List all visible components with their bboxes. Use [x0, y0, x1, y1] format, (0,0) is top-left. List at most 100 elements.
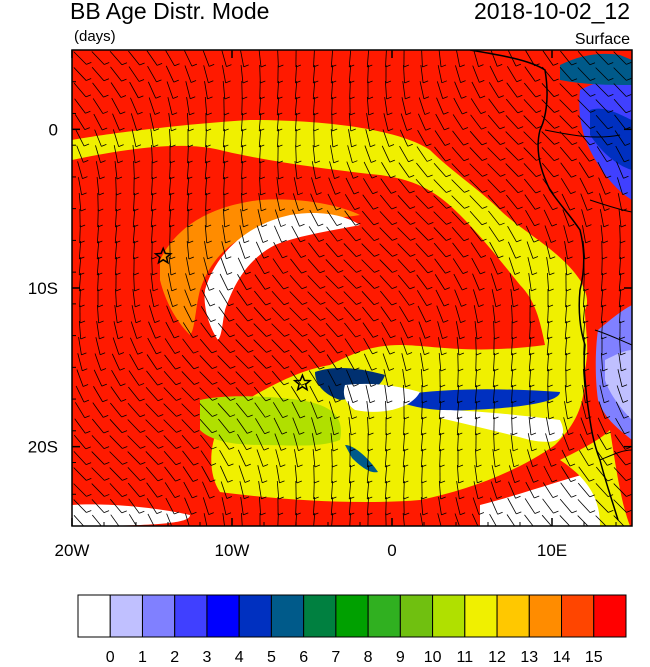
wind-barb	[291, 225, 306, 243]
wind-barb	[222, 225, 231, 244]
wind-barb	[145, 403, 164, 417]
wind-barb	[241, 80, 248, 100]
wind-barb	[254, 274, 271, 290]
wind-barb	[545, 417, 555, 436]
y-tick-label: 10S	[28, 279, 58, 298]
wind-barb	[577, 50, 596, 66]
wind-barb	[222, 208, 230, 228]
wind-barb	[346, 385, 358, 403]
wind-barb	[109, 467, 128, 481]
wind-barb	[167, 289, 178, 307]
wind-barb	[564, 241, 573, 260]
wind-barb	[272, 402, 288, 419]
wind-barb	[581, 401, 592, 420]
wind-barb	[510, 352, 517, 372]
wind-barb	[415, 179, 434, 194]
wind-barb	[109, 483, 128, 497]
wind-barb	[383, 113, 394, 132]
wind-barb	[221, 241, 232, 260]
wind-barb	[241, 176, 248, 196]
wind-barb	[365, 385, 376, 404]
wind-barb	[565, 368, 572, 388]
wind-barb	[600, 272, 607, 292]
wind-barb	[523, 99, 542, 114]
wind-barb	[527, 433, 537, 452]
wind-barb	[398, 178, 415, 194]
wind-barb	[543, 465, 558, 483]
wind-barb	[294, 465, 302, 484]
wind-barb	[528, 273, 537, 292]
wind-barb	[582, 225, 591, 244]
wind-barb	[74, 418, 91, 434]
wind-barb	[562, 433, 575, 451]
wind-barb	[415, 243, 434, 257]
wind-barb	[469, 163, 488, 177]
colorbar-swatch	[303, 594, 337, 638]
colorbar-label: 15	[585, 649, 603, 666]
wind-barb	[97, 304, 104, 324]
wind-barb	[75, 129, 90, 147]
wind-barb	[457, 352, 464, 372]
field-white-arc	[204, 213, 360, 340]
wind-barb	[493, 432, 500, 452]
wind-barb	[528, 417, 537, 436]
wind-barb	[326, 226, 343, 242]
wind-barb	[398, 290, 415, 306]
wind-barb	[433, 227, 452, 241]
wind-barb	[505, 115, 524, 129]
wind-barb	[451, 211, 470, 225]
wind-barb	[401, 97, 412, 116]
wind-barb	[417, 305, 432, 323]
wind-barb	[420, 496, 428, 516]
colorbar-swatch	[367, 594, 401, 638]
wind-barb	[181, 371, 200, 385]
wind-barb	[217, 371, 236, 385]
wind-barb	[490, 481, 502, 499]
wind-barb	[366, 480, 373, 500]
wind-barb	[326, 210, 342, 226]
wind-barb	[487, 163, 506, 177]
wind-barb	[220, 481, 232, 499]
wind-barb	[583, 256, 590, 276]
x-tick-label: 10W	[215, 541, 250, 560]
wind-barb	[128, 50, 145, 66]
wind-barb	[474, 384, 481, 404]
wind-barb	[618, 353, 627, 372]
wind-barb	[563, 225, 574, 244]
wind-barb	[619, 224, 626, 244]
wind-barb	[403, 496, 410, 516]
wind-barb	[308, 226, 325, 242]
wind-barb	[346, 369, 359, 387]
wind-barb	[437, 513, 442, 526]
wind-barb	[402, 513, 405, 526]
wind-barb	[456, 400, 463, 420]
wind-barb	[525, 50, 540, 67]
wind-barb	[96, 240, 103, 260]
field-red-band	[300, 294, 500, 331]
wind-barb	[110, 514, 120, 526]
wind-barb	[439, 448, 445, 468]
wind-barb	[235, 371, 254, 385]
wind-barb	[471, 257, 486, 275]
wind-barb	[490, 273, 502, 291]
wind-barb	[367, 80, 374, 100]
wind-barb	[420, 513, 424, 526]
wind-barb	[272, 274, 289, 290]
wind-barb	[73, 67, 92, 81]
wind-barb	[505, 163, 524, 177]
wind-barb	[364, 145, 377, 163]
wind-barb	[202, 50, 215, 67]
map-title: BB Age Distr. Mode	[70, 0, 270, 24]
wind-barb	[367, 512, 369, 526]
wind-barb	[451, 163, 470, 177]
wind-barb	[601, 352, 608, 372]
wind-barb	[181, 354, 200, 370]
wind-barb	[253, 307, 272, 322]
wind-barb	[577, 115, 596, 129]
colorbar-label: 2	[170, 649, 179, 666]
wind-barb	[582, 368, 590, 388]
colorbar-label: 7	[331, 649, 340, 666]
wind-barb	[277, 512, 279, 526]
wind-barb	[384, 464, 391, 484]
